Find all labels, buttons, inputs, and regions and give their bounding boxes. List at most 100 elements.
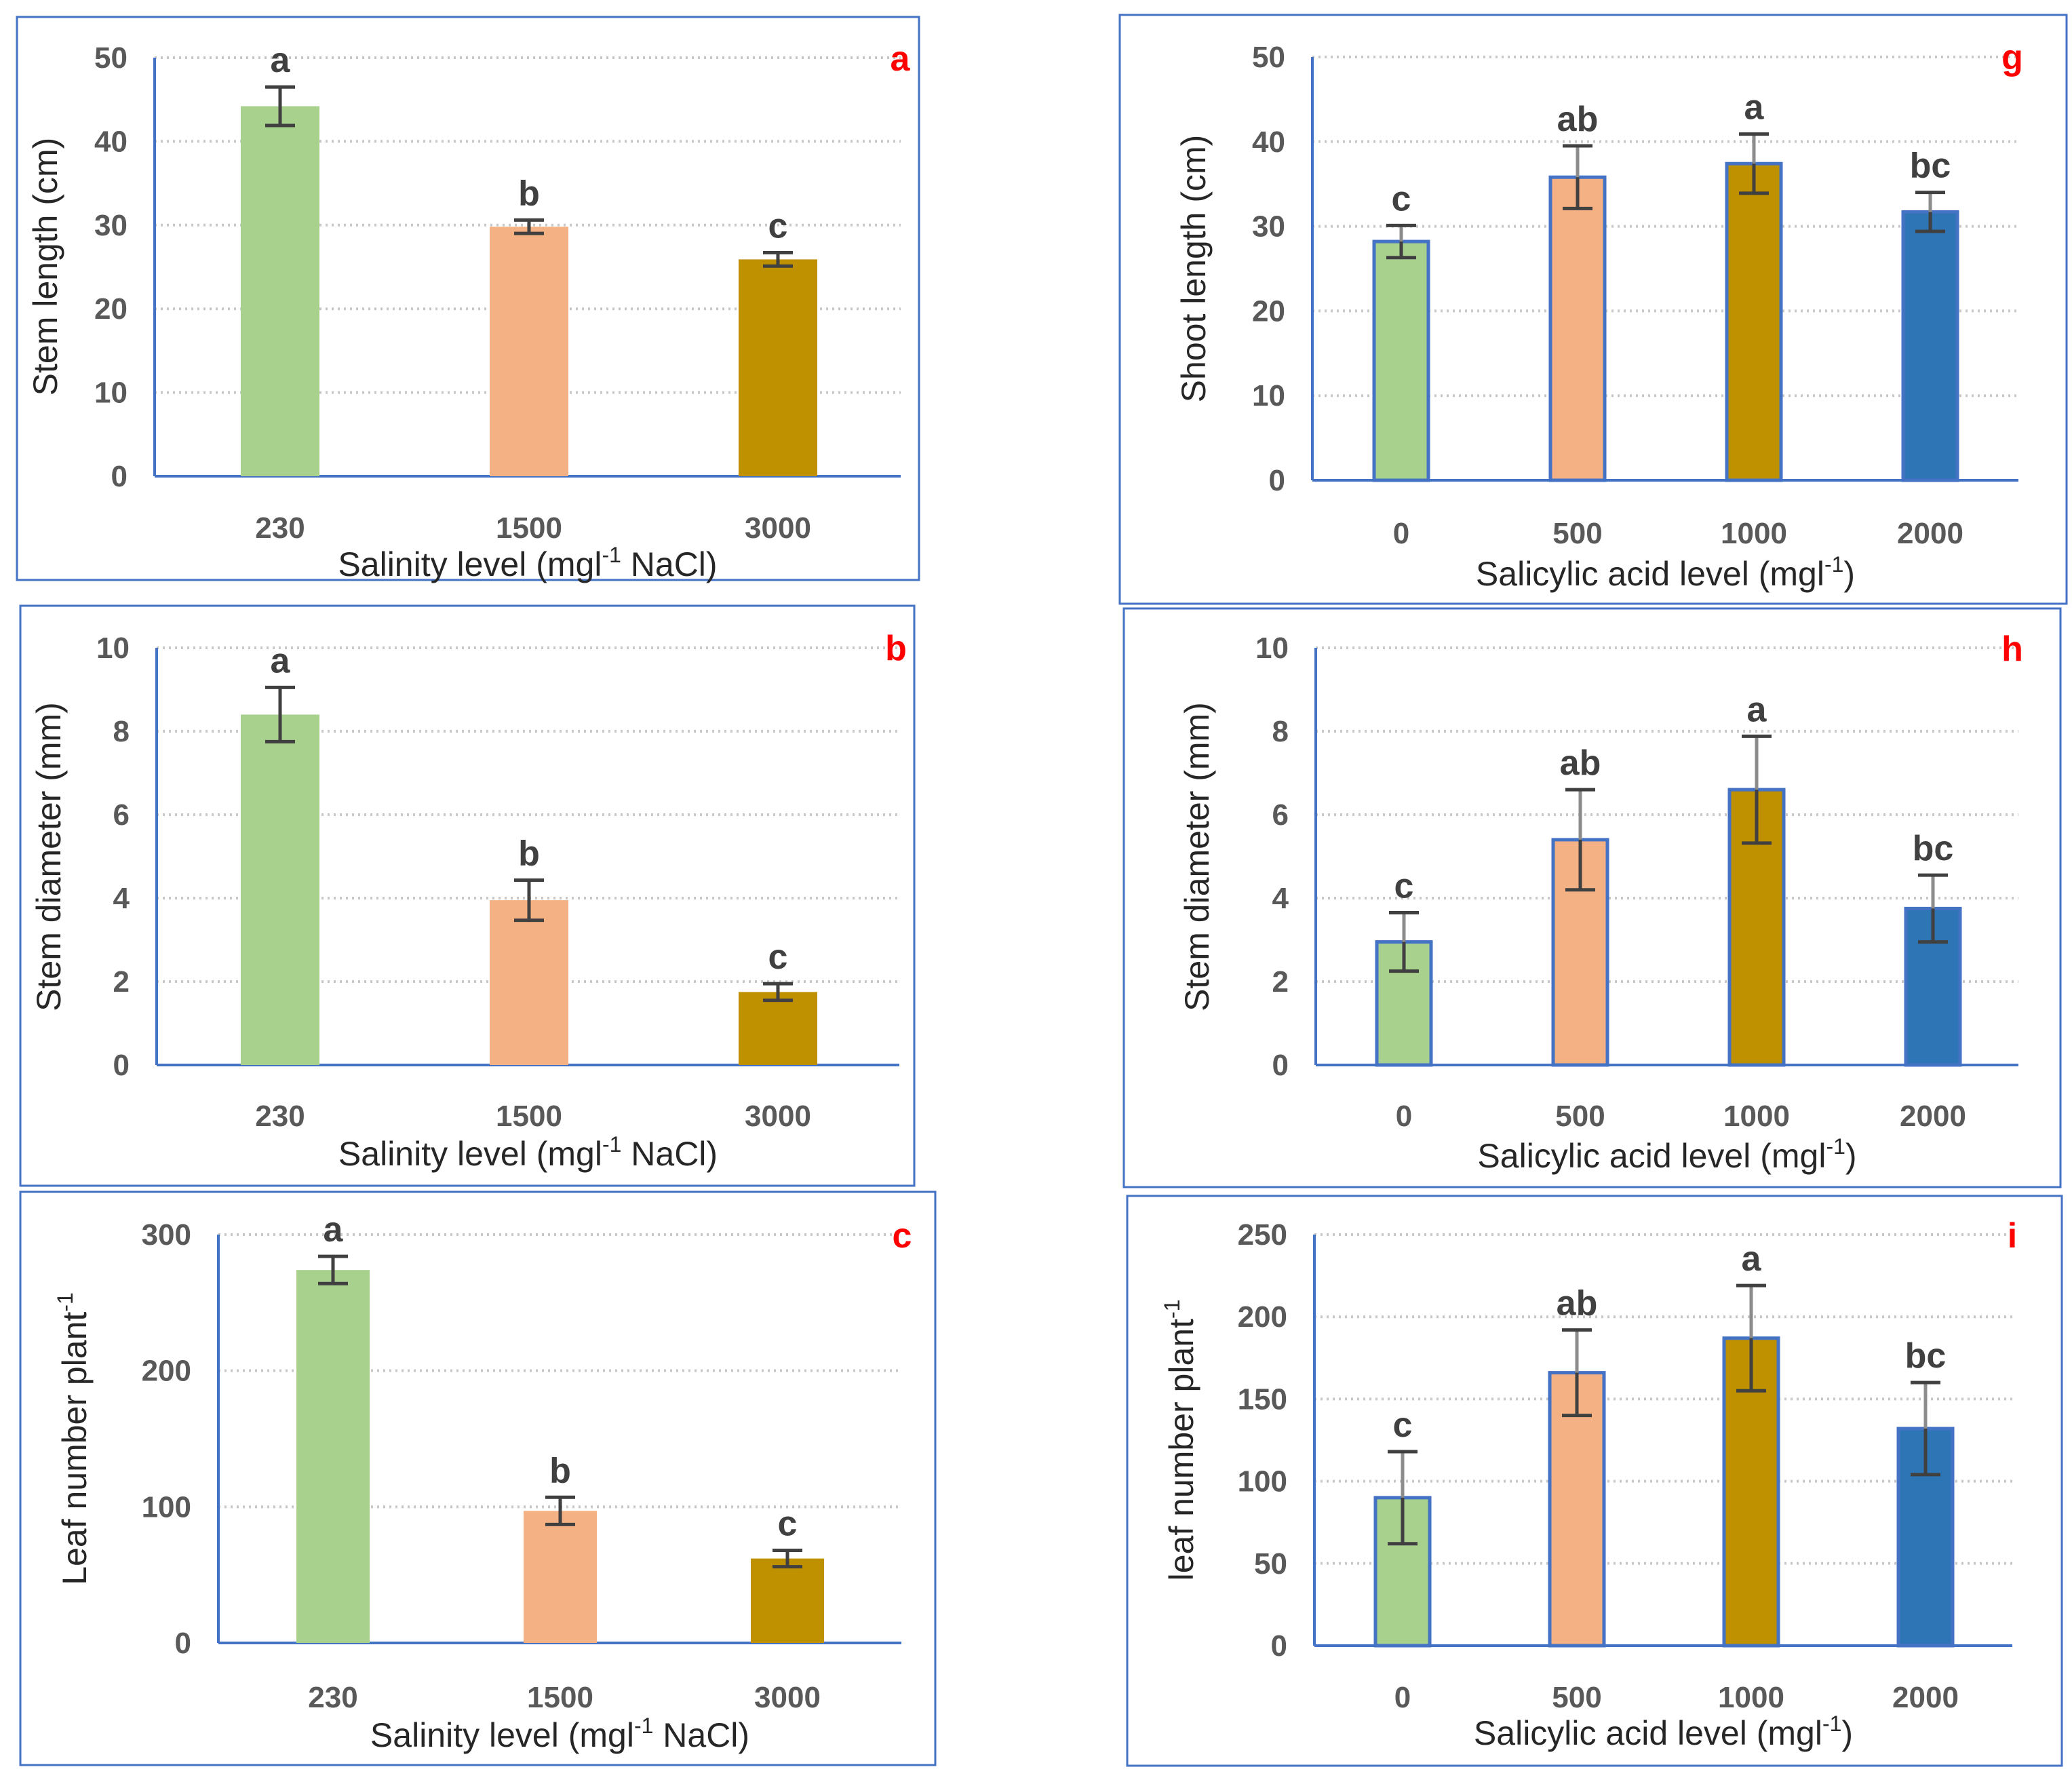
y-tick-label: 100: [142, 1490, 191, 1524]
y-tick-label: 20: [94, 292, 128, 326]
significance-letter: a: [271, 641, 291, 680]
panel-letter: c: [893, 1216, 912, 1256]
x-tick-label: 0: [1396, 1100, 1412, 1133]
significance-letter: c: [768, 207, 788, 246]
y-axis-title: Shoot length (cm): [1175, 135, 1213, 403]
significance-letter: bc: [1905, 1336, 1947, 1376]
y-tick-label: 0: [111, 460, 128, 493]
y-axis-title: Stem length (cm): [26, 138, 64, 396]
x-tick-label: 2000: [1892, 1681, 1959, 1714]
chart-panel-g: 0 10 20 30 40 50 c 0 ab 500 a 1000 bc 2000 Salicylic a…: [1118, 14, 2068, 605]
panel-frame: [19, 1190, 937, 1766]
y-tick-label: 0: [175, 1627, 191, 1660]
bar-1000: [1725, 161, 1783, 482]
bar-3000: [751, 1558, 824, 1643]
x-tick-label: 500: [1555, 1100, 1605, 1133]
significance-letter: ab: [1557, 1284, 1598, 1323]
y-tick-label: 0: [1271, 1629, 1287, 1663]
y-tick-label: 40: [94, 125, 128, 158]
x-tick-label: 1000: [1723, 1100, 1790, 1133]
bar-1500: [490, 227, 568, 476]
significance-letter: a: [271, 41, 291, 80]
chart-panel-b: 0 2 4 6 8 10 a 230 b 1500 c 3000 Salinity level (mgl…: [19, 604, 916, 1187]
bar-3000: [739, 992, 817, 1065]
significance-letter: b: [549, 1451, 571, 1490]
significance-letter: a: [1747, 690, 1767, 729]
bar-230: [241, 714, 319, 1065]
bar-230: [241, 106, 319, 476]
y-tick-label: 0: [113, 1049, 130, 1082]
bar-2000: [1904, 906, 1962, 1067]
x-axis-title: Salinity level (mgl-1 NaCl): [338, 1132, 718, 1173]
significance-letter: a: [324, 1210, 344, 1250]
y-tick-label: 8: [113, 715, 130, 748]
y-tick-label: 10: [1252, 379, 1285, 412]
x-tick-label: 500: [1552, 517, 1602, 550]
y-axis-title: Stem diameter (mm): [30, 702, 68, 1011]
x-tick-label: 2000: [1900, 1100, 1966, 1133]
x-tick-label: 0: [1394, 1681, 1411, 1714]
significance-letter: c: [1393, 1406, 1413, 1445]
y-tick-label: 30: [1252, 210, 1285, 244]
y-axis-title: leaf number plant-1: [1160, 1300, 1200, 1581]
significance-letter: a: [1742, 1239, 1762, 1279]
x-tick-label: 1500: [527, 1681, 593, 1714]
significance-letter: ab: [1557, 100, 1599, 139]
bar-1500: [490, 900, 568, 1065]
y-tick-label: 300: [142, 1218, 191, 1252]
significance-letter: c: [778, 1505, 798, 1544]
y-tick-label: 50: [1254, 1547, 1287, 1581]
chart-panel-a: 0 10 20 30 40 50 a 230 b 1500 c 3000 Salinity level …: [16, 16, 920, 583]
x-tick-label: 500: [1552, 1681, 1601, 1714]
bar-500: [1548, 1371, 1606, 1648]
y-tick-label: 100: [1238, 1465, 1287, 1498]
significance-letter: c: [768, 937, 788, 977]
significance-letter: c: [1394, 867, 1414, 906]
y-tick-label: 10: [94, 376, 128, 410]
x-tick-label: 230: [308, 1681, 357, 1714]
panel-letter: g: [2001, 38, 2023, 77]
x-tick-label: 3000: [745, 1100, 811, 1133]
y-tick-label: 4: [1272, 882, 1289, 915]
significance-letter: bc: [1910, 147, 1951, 186]
x-axis-title: Salicylic acid level (mgl-1): [1476, 552, 1855, 593]
panel-letter: i: [2008, 1216, 2017, 1256]
y-tick-label: 30: [94, 209, 128, 242]
significance-letter: a: [1744, 88, 1765, 128]
significance-letter: c: [1392, 179, 1411, 218]
y-tick-label: 4: [113, 882, 130, 915]
bar-1500: [524, 1511, 597, 1643]
x-tick-label: 230: [255, 1100, 305, 1133]
y-axis-title: Leaf number plant-1: [53, 1292, 94, 1585]
y-tick-label: 6: [113, 798, 130, 832]
bar-500: [1548, 175, 1607, 482]
y-tick-label: 20: [1252, 294, 1285, 328]
y-tick-label: 40: [1252, 125, 1285, 159]
y-tick-label: 2: [113, 965, 130, 999]
panel-letter: a: [891, 39, 911, 79]
panel-frame: [19, 604, 916, 1187]
bar-3000: [739, 259, 817, 476]
chart-panel-h: 0 2 4 6 8 10 c 0 ab 500 a 1000 bc 2000 Salicylic acid …: [1122, 607, 2062, 1188]
y-tick-label: 6: [1272, 798, 1289, 832]
significance-letter: b: [518, 174, 540, 213]
significance-letter: bc: [1913, 829, 1954, 868]
y-tick-label: 2: [1272, 965, 1289, 999]
y-tick-label: 10: [1255, 632, 1289, 665]
y-tick-label: 10: [96, 632, 130, 665]
y-tick-label: 0: [1269, 464, 1285, 497]
x-tick-label: 1000: [1721, 517, 1787, 550]
x-axis-title: Salicylic acid level (mgl-1): [1477, 1134, 1856, 1175]
y-axis-title: Stem diameter (mm): [1178, 702, 1216, 1011]
significance-letter: b: [518, 834, 540, 874]
y-tick-label: 8: [1272, 715, 1289, 748]
x-axis-title: Salicylic acid level (mgl-1): [1474, 1711, 1853, 1752]
x-tick-label: 230: [255, 511, 305, 545]
y-tick-label: 0: [1272, 1049, 1289, 1082]
panel-letter: h: [2001, 629, 2023, 669]
bar-0: [1372, 239, 1430, 482]
panel-letter: b: [885, 629, 907, 668]
chart-panel-i: 0 50 100 150 200 250 c 0 ab 500 a 1000 bc 2000 Salicyl…: [1126, 1195, 2063, 1767]
